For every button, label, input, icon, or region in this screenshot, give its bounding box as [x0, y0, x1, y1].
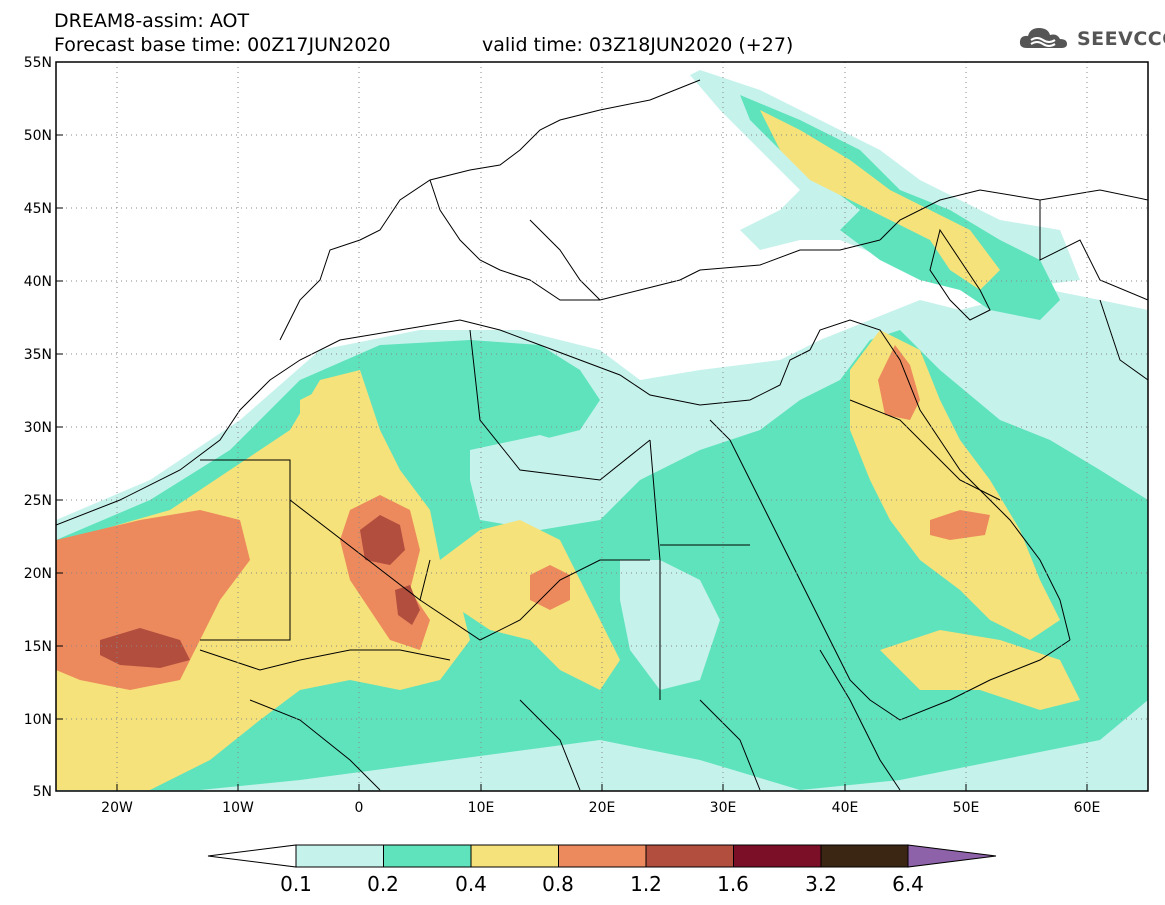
colorbar-swatch	[470, 844, 559, 868]
colorbar	[207, 844, 997, 868]
aot-contour-1.2-niger	[360, 515, 405, 565]
aot-light-hole-sahara	[470, 435, 600, 500]
lon-label: 30E	[710, 800, 737, 816]
colorbar-label: 0.4	[455, 872, 487, 896]
lat-label: 40N	[24, 274, 52, 290]
coastlines	[56, 79, 1148, 791]
colorbar-swatch	[295, 844, 384, 868]
colorbar-label: 0.1	[280, 872, 312, 896]
valid-time: valid time: 03Z18JUN2020 (+27)	[482, 34, 794, 56]
lon-label: 50E	[953, 800, 980, 816]
lat-label: 10N	[24, 712, 52, 728]
lat-label: 45N	[24, 201, 52, 217]
lon-label: 40E	[832, 800, 859, 816]
aot-light-hole-sudan	[620, 560, 720, 690]
aot-contour-0.8-arabia	[930, 510, 990, 540]
lat-label: 35N	[24, 347, 52, 363]
graticule	[56, 62, 1148, 791]
lat-label: 30N	[24, 420, 52, 436]
aot-contour-0.8-iraq	[878, 345, 920, 420]
aot-contour-0.4-algeria	[300, 380, 350, 460]
lon-label: 0	[355, 800, 364, 816]
aot-contour-0.4-chad	[440, 520, 620, 690]
colorbar-label: 1.2	[630, 872, 662, 896]
map-title: DREAM8-assim: AOT	[54, 10, 250, 32]
lat-label: 25N	[24, 493, 52, 509]
colorbar-label: 1.6	[717, 872, 749, 896]
colorbar-label: 3.2	[805, 872, 837, 896]
lat-label: 15N	[24, 639, 52, 655]
latitude-labels: 55N 50N 45N 40N 35N 30N 25N 20N 15N 10N …	[24, 55, 52, 800]
aot-contour-1.2-mali	[100, 628, 190, 668]
colorbar-label: 0.2	[367, 872, 399, 896]
lon-label: 20W	[101, 800, 133, 816]
aot-contour-0.4-yemen	[880, 630, 1080, 710]
lat-label: 5N	[33, 784, 52, 800]
lat-label: 20N	[24, 566, 52, 582]
colorbar-label: 6.4	[892, 872, 924, 896]
colorbar-high-arrow	[907, 844, 997, 868]
lon-label: 10E	[468, 800, 495, 816]
lon-label: 20E	[589, 800, 616, 816]
colorbar-swatch	[820, 844, 909, 868]
aot-contour-0.4-west	[56, 370, 470, 790]
axis-ticks	[56, 61, 1088, 792]
aot-contour-0.4-ukraine	[760, 110, 1000, 290]
lat-label: 50N	[24, 128, 52, 144]
colorbar-swatch	[645, 844, 734, 868]
cloud-icon	[1019, 28, 1067, 48]
colorbar-swatch	[558, 844, 647, 868]
seevccc-logo: SEEVCCC	[1017, 24, 1165, 54]
colorbar-swatch	[383, 844, 472, 868]
forecast-base-time: Forecast base time: 00Z17JUN2020	[54, 34, 391, 56]
lon-label: 60E	[1074, 800, 1101, 816]
longitude-labels: 20W 10W 0 10E 20E 30E 40E 50E 60E	[101, 800, 1100, 816]
lon-label: 10W	[222, 800, 254, 816]
colorbar-label: 0.8	[542, 872, 574, 896]
aot-contour-0.8-chad	[530, 565, 570, 610]
logo-text: SEEVCCC	[1077, 28, 1165, 50]
lat-label: 55N	[24, 55, 52, 71]
colorbar-swatch	[733, 844, 822, 868]
colorbar-low-arrow	[207, 844, 297, 868]
